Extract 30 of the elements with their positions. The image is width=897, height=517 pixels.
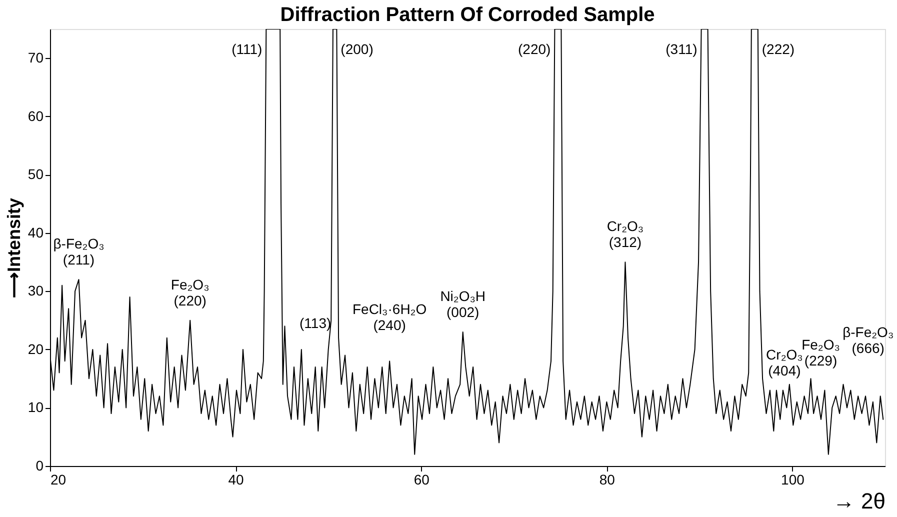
annotation: (311): [666, 41, 698, 57]
annotation: Ni₂O₃H (002): [440, 288, 486, 320]
annotation: (113): [300, 314, 332, 331]
annotation: Cr₂O₃ (312): [606, 218, 644, 250]
y-tick-label: 10: [28, 399, 44, 416]
annotation: (220): [518, 41, 551, 57]
annotation: (111): [232, 41, 262, 57]
x-axis-title: → 2θ: [832, 488, 886, 514]
x-tick-label: 20: [50, 472, 66, 488]
annotation: Fe₂O₃ (220): [170, 276, 210, 308]
annotation: β-Fe₂O₃ (666): [842, 324, 894, 356]
annotation: Cr₂O₃ (404): [766, 346, 803, 378]
x-tick-label: 100: [781, 472, 805, 488]
x-tick-label: 80: [599, 472, 616, 488]
y-tick-label: 60: [28, 108, 44, 124]
annotation: Fe₂O₃ (229): [802, 336, 840, 369]
y-tick-label: 30: [28, 282, 44, 299]
x-tick-label: 40: [228, 472, 244, 488]
y-tick-label: 70: [28, 50, 44, 66]
x-tick-label: 60: [414, 472, 430, 488]
annotation: (200): [340, 41, 374, 57]
y-tick-label: 50: [28, 166, 44, 182]
chart-title: Diffraction Pattern Of Corroded Sample: [280, 4, 655, 26]
annotation: FeCl₃·6H₂O (240): [352, 301, 427, 334]
y-tick-label: 20: [28, 340, 44, 357]
y-tick-label: 40: [28, 224, 44, 240]
y-axis-title: ⟶Intensity: [4, 198, 24, 298]
y-tick-label: 0: [36, 458, 44, 474]
annotation: (222): [762, 41, 795, 57]
annotation: β-Fe₂O₃ (211): [53, 236, 104, 268]
